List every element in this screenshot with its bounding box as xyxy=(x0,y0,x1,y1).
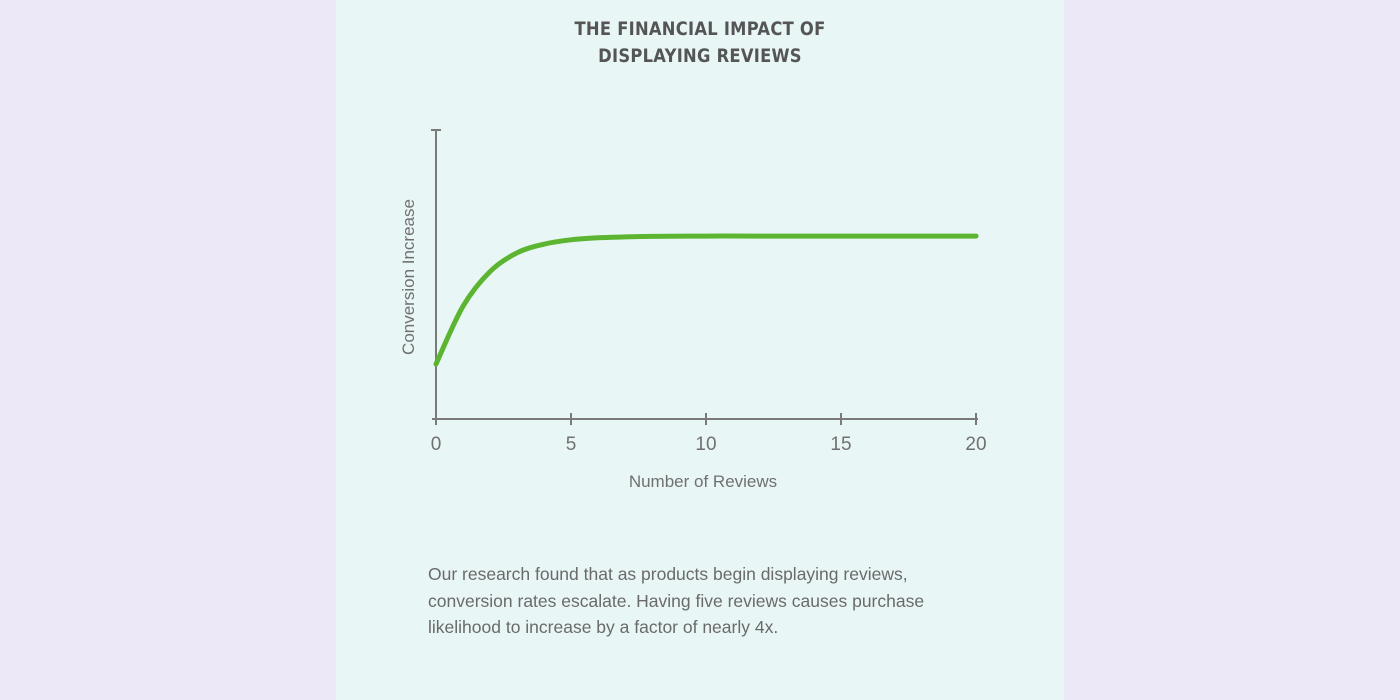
chart-title-line-2: DISPLAYING REVIEWS xyxy=(598,45,802,67)
caption-line-1: Our research found that as products begi… xyxy=(428,564,908,584)
caption-line-3: likelihood to increase by a factor of ne… xyxy=(428,617,779,637)
infographic-panel: THE FINANCIAL IMPACT OF DISPLAYING REVIE… xyxy=(336,0,1064,700)
y-axis-label: Conversion Increase xyxy=(399,199,418,355)
x-tick-label: 5 xyxy=(566,434,577,455)
chart-title-line-1: THE FINANCIAL IMPACT OF xyxy=(574,18,826,40)
caption-text: Our research found that as products begi… xyxy=(428,561,988,641)
x-tick-label: 10 xyxy=(695,434,716,455)
x-axis-tick-labels: 0 5 10 15 20 xyxy=(431,434,987,455)
x-tick-label: 15 xyxy=(830,434,851,455)
chart-title: THE FINANCIAL IMPACT OF DISPLAYING REVIE… xyxy=(387,16,1013,70)
x-axis-ticks xyxy=(435,413,977,425)
conversion-curve xyxy=(433,233,979,367)
x-tick-label: 0 xyxy=(431,434,442,455)
caption-line-2: conversion rates escalate. Having five r… xyxy=(428,590,925,611)
x-axis-label: Number of Reviews xyxy=(629,472,777,491)
line-chart: 0 5 10 15 20 Conversion Increase Number of R… xyxy=(399,129,987,491)
x-tick-label: 20 xyxy=(965,434,986,455)
